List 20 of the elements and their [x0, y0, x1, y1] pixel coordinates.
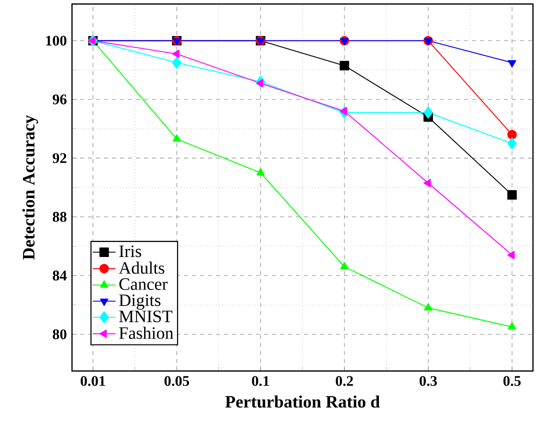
- y-tick-label: 92: [52, 153, 66, 164]
- y-tick-label: 100: [46, 36, 66, 46]
- legend-label: Cancer: [119, 278, 168, 290]
- x-axis-title: Perturbation Ratio d: [225, 395, 380, 408]
- y-tick-label: 80: [52, 329, 66, 340]
- x-tick-label: 0.1: [252, 376, 269, 386]
- x-tick-label: 0.2: [336, 376, 353, 386]
- legend-label: Iris: [119, 245, 142, 258]
- x-tick-label: 0.3: [420, 376, 437, 386]
- legend-label: Adults: [118, 262, 164, 274]
- legend-label: Digits: [119, 294, 160, 310]
- y-tick-label: 96: [52, 94, 67, 104]
- legend-label: Fashion: [119, 326, 174, 339]
- x-tick-label: 0.5: [503, 376, 521, 386]
- x-tick-label: 0.01: [80, 376, 106, 386]
- x-tick-label: 0.05: [164, 376, 190, 386]
- y-tick-label: 84: [52, 270, 67, 281]
- y-axis-title: Detection Accuracy: [22, 115, 38, 260]
- y-tick-label: 88: [52, 212, 66, 222]
- legend-label: MNIST: [119, 310, 172, 322]
